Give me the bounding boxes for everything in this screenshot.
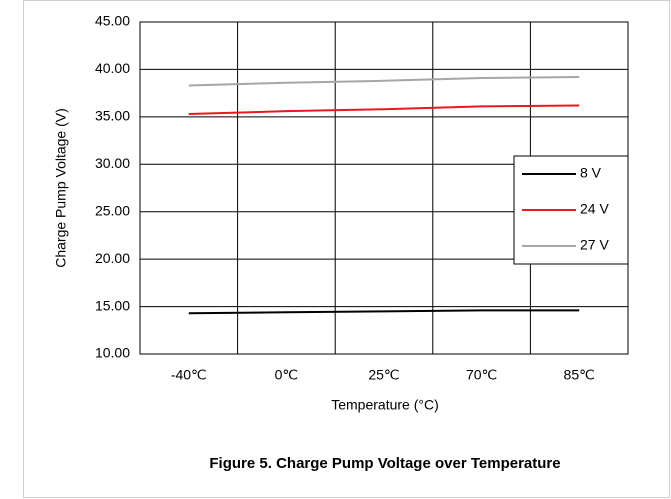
series-line <box>188 76 580 87</box>
y-tick-label: 30.00 <box>95 155 130 171</box>
chart-title: Figure 5. Charge Pump Voltage over Tempe… <box>209 455 560 472</box>
series-line <box>188 104 580 116</box>
series-line <box>188 309 580 315</box>
x-tick-label: 25℃ <box>368 367 399 383</box>
legend-label: 8 V <box>580 165 602 181</box>
x-tick-label: 0℃ <box>275 367 299 383</box>
x-tick-label: -40℃ <box>171 367 207 383</box>
y-tick-label: 15.00 <box>95 297 130 313</box>
y-tick-label: 20.00 <box>95 250 130 266</box>
x-axis-label: Temperature (°C) <box>331 397 439 413</box>
y-tick-label: 40.00 <box>95 60 130 76</box>
y-tick-label: 25.00 <box>95 202 130 218</box>
x-tick-label: 85℃ <box>564 367 595 383</box>
y-tick-label: 35.00 <box>95 108 130 124</box>
y-tick-label: 10.00 <box>95 345 130 361</box>
x-tick-label: 70℃ <box>466 367 497 383</box>
y-axis-label: Charge Pump Voltage (V) <box>53 108 69 268</box>
legend-label: 27 V <box>580 237 609 253</box>
legend-label: 24 V <box>580 201 609 217</box>
y-tick-label: 45.00 <box>95 13 130 29</box>
